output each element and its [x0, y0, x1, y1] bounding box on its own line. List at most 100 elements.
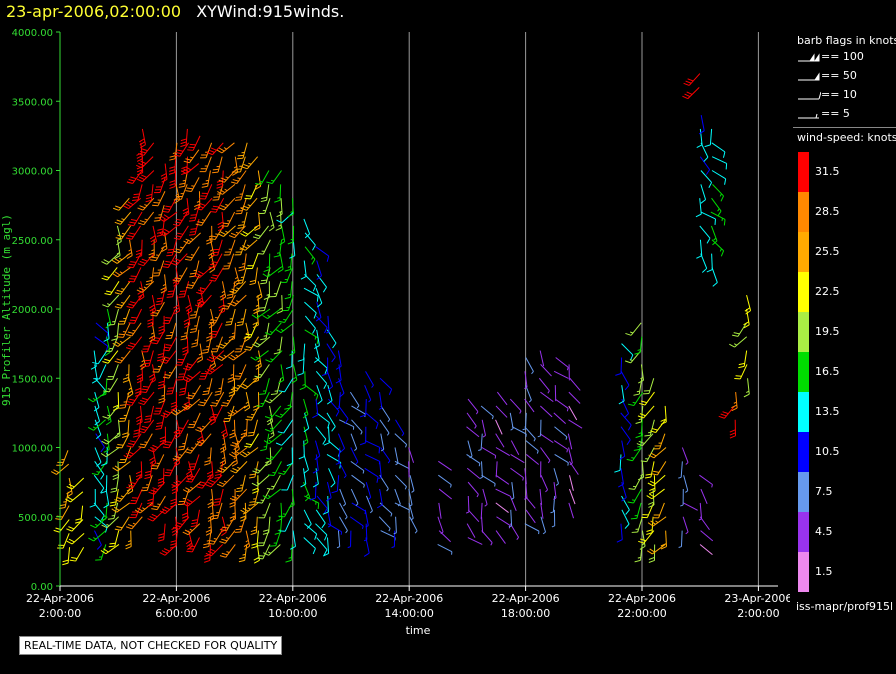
wind-barb [633, 378, 643, 396]
wind-barb [201, 170, 211, 188]
y-tick-label: 0.00 [31, 582, 53, 593]
wind-barb [57, 533, 70, 549]
wind-barb [744, 295, 752, 315]
wind-barb [56, 450, 69, 466]
wind-barb [115, 433, 130, 449]
wind-barb [258, 295, 270, 312]
wind-barb [244, 336, 259, 351]
wind-barb [183, 357, 200, 371]
wind-barb [185, 274, 201, 289]
wind-barb [682, 87, 700, 100]
wind-barb [335, 350, 342, 370]
wind-barb [214, 378, 224, 396]
wind-barb [159, 225, 178, 237]
wind-barb [364, 453, 381, 465]
wind-barb [160, 274, 167, 294]
wind-barb [738, 350, 748, 369]
wind-barb [218, 197, 236, 211]
wind-barb [711, 142, 726, 158]
wind-barb [158, 385, 166, 404]
x-tick-time: 2:00:00 [39, 607, 81, 620]
y-tick-label: 1000.00 [12, 444, 53, 455]
wind-barb [539, 433, 554, 444]
wind-barb [621, 343, 634, 361]
wind-barb [644, 419, 655, 437]
wind-barb [150, 246, 165, 262]
wind-barb [699, 544, 713, 555]
wind-barb [380, 447, 391, 464]
wind-barb [376, 488, 383, 509]
wind-barb [206, 142, 224, 156]
wind-barb [699, 156, 711, 175]
wind-barb [149, 225, 157, 246]
wind-barb [251, 530, 259, 549]
wind-barb [647, 544, 666, 555]
wind-barb [212, 156, 223, 174]
wind-barb [134, 502, 153, 514]
wind-barb [495, 447, 511, 456]
wind-barb [240, 225, 259, 237]
wind-barb [699, 516, 710, 531]
wind-barb [115, 225, 132, 240]
wind-barb [246, 253, 259, 270]
color-scale-swatch [798, 552, 809, 592]
wind-barb [162, 197, 177, 213]
barb-legend-row: == 100 [793, 47, 896, 66]
wind-barb [127, 211, 143, 227]
wind-barb [621, 495, 630, 515]
wind-barb [510, 440, 520, 455]
wind-barb [241, 156, 259, 170]
wind-barb [182, 336, 189, 356]
x-tick-time: 2:00:00 [737, 607, 779, 620]
wind-barb [278, 502, 293, 518]
wind-barb [285, 544, 293, 563]
wind-barb [619, 440, 626, 460]
wind-barb [219, 433, 227, 453]
wind-barb [127, 253, 142, 269]
wind-barb [220, 419, 229, 440]
wind-barb [225, 308, 236, 326]
wind-barb [700, 184, 707, 204]
wind-barb [255, 350, 262, 370]
wind-barb [149, 447, 157, 467]
wind-barb [289, 530, 296, 550]
wind-barb [94, 419, 102, 440]
wind-barb [143, 350, 154, 368]
wind-barb [540, 364, 552, 377]
wind-barb [466, 412, 477, 429]
wind-barb [287, 198, 294, 218]
wind-barb [524, 482, 528, 500]
wind-barb [137, 211, 155, 226]
wind-barb [240, 502, 247, 522]
wind-barb [325, 482, 332, 502]
wind-barb [129, 488, 143, 505]
wind-barb [211, 239, 223, 257]
wind-barb [540, 405, 553, 418]
wind-barb [495, 405, 508, 418]
wind-barb [160, 163, 168, 183]
wind-barb [245, 405, 260, 421]
wind-barb [119, 391, 130, 409]
wind-barb [275, 322, 295, 334]
wind-barb [678, 530, 683, 549]
wind-barb [268, 211, 275, 232]
wind-barb [365, 412, 379, 430]
color-scale-swatch [798, 432, 809, 472]
wind-barb [140, 378, 154, 393]
wind-barb [734, 364, 748, 380]
wind-barb [217, 183, 236, 195]
barb-legend-label: == 50 [821, 69, 857, 82]
wind-barb [480, 405, 494, 420]
wind-barb [236, 308, 247, 327]
wind-barb [265, 419, 282, 433]
wind-barb [624, 350, 642, 364]
wind-barb [695, 198, 702, 218]
wind-barb [141, 475, 153, 492]
y-tick-label: 500.00 [18, 513, 53, 524]
wind-barb [278, 308, 294, 323]
wind-barb [568, 419, 583, 429]
wind-barb [278, 377, 294, 393]
wind-barb [326, 412, 336, 432]
wind-barb [219, 447, 227, 467]
wind-barb [259, 378, 270, 395]
